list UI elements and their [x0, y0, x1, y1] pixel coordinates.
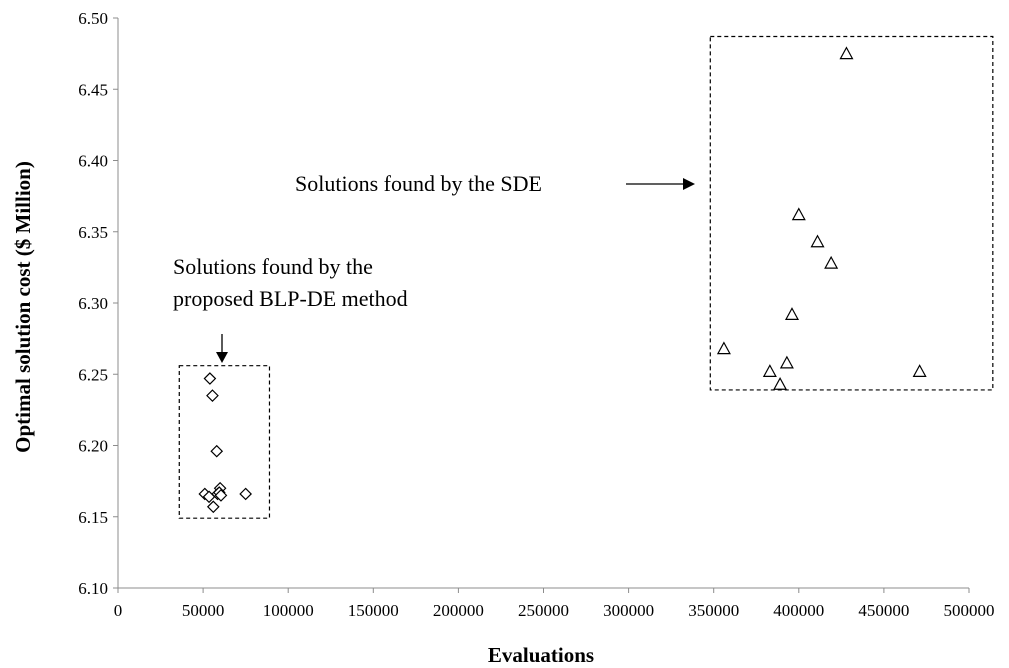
x-tick-label: 400000 [773, 601, 824, 620]
triangle-point [839, 46, 854, 60]
triangle-point [773, 376, 788, 390]
triangle-point [716, 341, 731, 355]
x-tick-label: 450000 [858, 601, 909, 620]
x-axis-title: Evaluations [488, 643, 594, 667]
diamond-point [239, 487, 252, 501]
annotation-sde-arrow [626, 178, 695, 190]
annotation-blp-line2: proposed BLP-DE method [173, 286, 408, 311]
dashed-box [709, 35, 994, 391]
triangle-point [810, 234, 825, 248]
x-tick-label: 150000 [348, 601, 399, 620]
x-tick-label: 200000 [433, 601, 484, 620]
x-tick-label: 250000 [518, 601, 569, 620]
y-tick-label: 6.20 [78, 437, 108, 456]
y-axis-title: Optimal solution cost ($ Million) [11, 161, 35, 453]
triangle-point [912, 364, 927, 377]
y-tick-label: 6.10 [78, 579, 108, 598]
y-ticks: 6.10 6.15 6.20 6.25 6.30 6.35 6.40 6.45 6.50 [78, 9, 118, 598]
triangle-point [779, 355, 794, 369]
x-tick-label: 350000 [688, 601, 739, 620]
triangle-point [762, 364, 777, 377]
annotation-blp-arrow [216, 334, 228, 363]
annotation-blp-line1: Solutions found by the [173, 254, 373, 279]
triangle-point [784, 307, 800, 320]
dashed-box [178, 365, 271, 519]
x-tick-label: 300000 [603, 601, 654, 620]
x-tick-label: 0 [114, 601, 123, 620]
triangle-point [791, 207, 806, 221]
x-tick-label: 50000 [182, 601, 225, 620]
diamond-point [206, 500, 220, 514]
diamond-point [206, 389, 219, 402]
y-tick-label: 6.45 [78, 80, 108, 99]
selection-boxes [178, 35, 994, 519]
x-tick-label: 500000 [944, 601, 995, 620]
y-tick-label: 6.25 [78, 365, 108, 384]
x-ticks: 0 50000 100000 150000 200000 250000 300000 3500… [114, 588, 995, 620]
annotation-sde: Solutions found by the SDE [295, 171, 542, 196]
y-tick-label: 6.30 [78, 294, 108, 313]
data-points [198, 46, 927, 514]
diamond-point [203, 372, 217, 385]
diamond-point [210, 444, 224, 458]
y-tick-label: 6.35 [78, 223, 108, 242]
triangle-point [824, 255, 839, 269]
x-tick-label: 100000 [263, 601, 314, 620]
y-tick-label: 6.50 [78, 9, 108, 28]
diamond-point [214, 489, 228, 502]
y-tick-label: 6.40 [78, 152, 108, 171]
y-tick-label: 6.15 [78, 508, 108, 527]
